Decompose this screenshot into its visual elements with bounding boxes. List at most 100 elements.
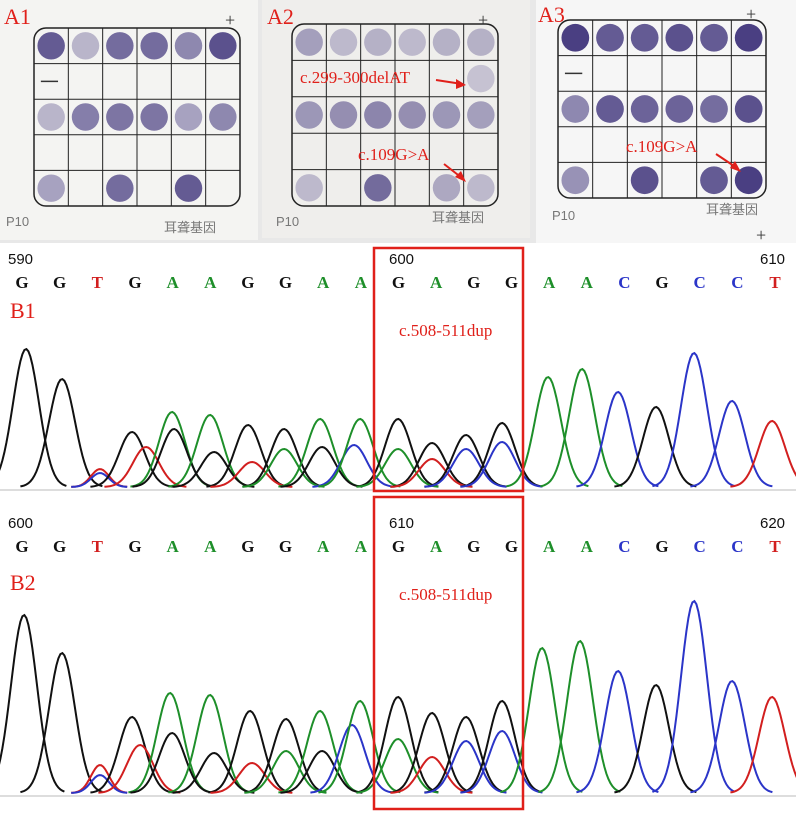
base-call: A [317, 537, 330, 556]
arrow-head-icon [455, 171, 466, 182]
crosshair-mark: + [225, 10, 235, 30]
base-call: T [92, 273, 104, 292]
trace-peak [242, 427, 325, 488]
strip-a2: + P10 耳聋基因 A2 c.299-300delAT c.109G>A [262, 0, 530, 238]
base-call: G [241, 273, 254, 292]
trace-peak [310, 723, 393, 794]
trace-peak [172, 751, 255, 794]
base-call: C [731, 537, 743, 556]
trace-peak [730, 695, 796, 794]
trace-peak [128, 691, 211, 794]
base-call: A [204, 537, 217, 556]
base-call: A [204, 273, 217, 292]
base-call: G [655, 273, 668, 292]
trace-peak [280, 749, 363, 794]
trace-peak [168, 693, 251, 794]
trace-peak [652, 351, 735, 488]
hybridization-dot [700, 95, 728, 123]
strip-a3-footer-left: P10 [552, 208, 575, 223]
hybridization-dot [734, 95, 763, 123]
hybridization-dot [734, 23, 763, 52]
base-call: A [581, 273, 594, 292]
trace-peak [71, 774, 128, 794]
crosshair-mark: + [756, 225, 766, 245]
trace-peak [0, 613, 65, 793]
base-call: G [467, 537, 480, 556]
hybridization-dot [295, 101, 323, 129]
trace-peak [424, 433, 507, 488]
trace-peak [460, 421, 543, 488]
strip-a3: + + P10 耳聋基因 A3 c.109G>A [536, 0, 796, 245]
trace-peak [20, 377, 103, 488]
trace-peak [312, 443, 395, 488]
trace-b2 [0, 599, 796, 794]
chromatogram-b1: 590 600 610 G G T G A A G G A A G A G G A A C G C C T B1 c.5… [0, 246, 796, 493]
strip-a2-footer-right: 耳聋基因 [432, 210, 484, 225]
base-call: G [392, 273, 405, 292]
hybridization-dot [364, 174, 392, 202]
base-call: G [53, 537, 66, 556]
hybridization-dot [329, 28, 358, 56]
base-call: A [317, 273, 330, 292]
strip-a1-dots [37, 32, 237, 202]
hybridization-dot [665, 23, 694, 52]
trace-peak [690, 679, 773, 794]
base-call: T [769, 273, 781, 292]
base-call: G [505, 273, 518, 292]
trace-b1 [0, 347, 796, 488]
trace-peak [318, 417, 401, 488]
base-call: A [430, 537, 443, 556]
trace-peak [172, 450, 255, 488]
trace-peak [460, 699, 543, 794]
base-call: A [581, 537, 594, 556]
hybridization-dot [37, 32, 65, 60]
base-call: G [128, 537, 141, 556]
hybridization-dot [295, 174, 323, 202]
base-call: A [166, 273, 179, 292]
ruler-label-b2-mid: 610 [389, 515, 414, 532]
hybridization-dot [71, 32, 100, 60]
hybridization-dot [106, 174, 134, 202]
hybridization-dot [467, 174, 495, 202]
trace-peak [132, 427, 215, 488]
dup-label-b1: c.508-511dup [399, 321, 492, 340]
base-call: G [241, 537, 254, 556]
base-call: G [467, 273, 480, 292]
hybridization-dot [561, 166, 590, 195]
trace-peak [540, 367, 623, 488]
strip-a3-footer-right: 耳聋基因 [706, 202, 758, 217]
crosshair-mark: + [478, 10, 488, 30]
trace-peak [424, 739, 507, 794]
strip-a2-footer-left: P10 [276, 214, 299, 229]
trace-peak [20, 651, 103, 794]
hybridization-dot [37, 103, 65, 131]
trace-peak [652, 599, 735, 793]
base-call: G [53, 273, 66, 292]
hybridization-dot [209, 103, 237, 131]
base-call: T [92, 537, 104, 556]
hybridization-dot [596, 95, 624, 123]
strip-a3-grid [558, 20, 766, 198]
base-call: A [355, 537, 368, 556]
trace-peak [71, 472, 128, 488]
annotation-a3-missense: c.109G>A [626, 137, 698, 156]
trace-peak [278, 709, 361, 794]
hybridization-dot [630, 23, 659, 52]
trace-peak [278, 417, 361, 488]
base-call: T [769, 537, 781, 556]
trace-peak [0, 347, 67, 487]
hybridization-dot [432, 174, 461, 202]
hybridization-dot [596, 23, 624, 52]
hybridization-dot [140, 103, 168, 131]
trace-peak [460, 729, 543, 794]
hybridization-dot [700, 23, 728, 52]
hybridization-dot [174, 103, 203, 131]
hybridization-dot [37, 174, 65, 202]
hybridization-dot [398, 28, 426, 56]
hybridization-dot [71, 103, 100, 131]
trace-peak [210, 460, 293, 488]
base-call: G [279, 537, 292, 556]
